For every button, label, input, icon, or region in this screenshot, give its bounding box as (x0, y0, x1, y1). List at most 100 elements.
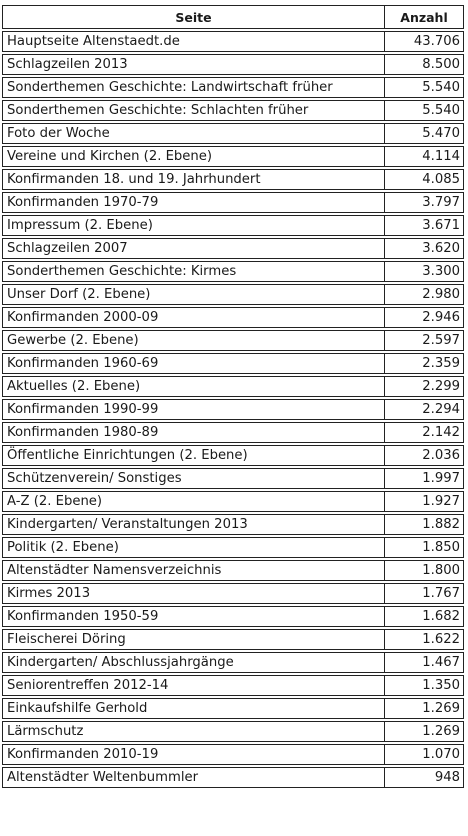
table-row: Konfirmanden 2000-09 2.946 (2, 307, 464, 328)
table-row: Konfirmanden 1980-89 2.142 (2, 422, 464, 443)
page-name-cell: Sonderthemen Geschichte: Schlachten früh… (2, 100, 385, 121)
table-row: Impressum (2. Ebene) 3.671 (2, 215, 464, 236)
table-row: Konfirmanden 18. und 19. Jahrhundert 4.08… (2, 169, 464, 190)
page-name-cell: Foto der Woche (2, 123, 385, 144)
page-statistics-table-container: Seite Anzahl Hauptseite Altenstaedt.de 43… (2, 3, 464, 790)
page-name-cell: Aktuelles (2. Ebene) (2, 376, 385, 397)
page-name-cell: Schlagzeilen 2013 (2, 54, 385, 75)
table-row: Schlagzeilen 2007 3.620 (2, 238, 464, 259)
table-row: Konfirmanden 1990-99 2.294 (2, 399, 464, 420)
page-name-cell: Kindergarten/ Abschlussjahrgänge (2, 652, 385, 673)
visit-count-cell: 3.797 (385, 192, 464, 213)
table-row: Kirmes 2013 1.767 (2, 583, 464, 604)
column-header-count: Anzahl (385, 5, 464, 29)
table-row: Vereine und Kirchen (2. Ebene) 4.114 (2, 146, 464, 167)
visit-count-cell: 1.350 (385, 675, 464, 696)
visit-count-cell: 1.850 (385, 537, 464, 558)
page-name-cell: Konfirmanden 18. und 19. Jahrhundert (2, 169, 385, 190)
page-name-cell: Sonderthemen Geschichte: Landwirtschaft … (2, 77, 385, 98)
visit-count-cell: 2.597 (385, 330, 464, 351)
page-name-cell: Seniorentreffen 2012-14 (2, 675, 385, 696)
table-row: Gewerbe (2. Ebene) 2.597 (2, 330, 464, 351)
visit-count-cell: 8.500 (385, 54, 464, 75)
page-name-cell: Konfirmanden 2000-09 (2, 307, 385, 328)
visit-count-cell: 5.540 (385, 77, 464, 98)
visit-count-cell: 1.882 (385, 514, 464, 535)
table-header: Seite Anzahl (2, 5, 464, 29)
table-row: Altenstädter Namensverzeichnis 1.800 (2, 560, 464, 581)
table-row: Foto der Woche 5.470 (2, 123, 464, 144)
table-row: Sonderthemen Geschichte: Landwirtschaft … (2, 77, 464, 98)
visit-count-cell: 5.470 (385, 123, 464, 144)
page-name-cell: Schlagzeilen 2007 (2, 238, 385, 259)
page-name-cell: Einkaufshilfe Gerhold (2, 698, 385, 719)
visit-count-cell: 1.767 (385, 583, 464, 604)
visit-count-cell: 2.980 (385, 284, 464, 305)
table-row: Kindergarten/ Abschlussjahrgänge 1.467 (2, 652, 464, 673)
visit-count-cell: 5.540 (385, 100, 464, 121)
table-row: Fleischerei Döring 1.622 (2, 629, 464, 650)
table-row: Aktuelles (2. Ebene) 2.299 (2, 376, 464, 397)
visit-count-cell: 3.620 (385, 238, 464, 259)
page-name-cell: Konfirmanden 1950-59 (2, 606, 385, 627)
visit-count-cell: 948 (385, 767, 464, 788)
page-name-cell: Lärmschutz (2, 721, 385, 742)
table-row: Hauptseite Altenstaedt.de 43.706 (2, 31, 464, 52)
page-name-cell: Impressum (2. Ebene) (2, 215, 385, 236)
table-row: Unser Dorf (2. Ebene) 2.980 (2, 284, 464, 305)
table-row: Altenstädter Weltenbummler 948 (2, 767, 464, 788)
page-name-cell: Sonderthemen Geschichte: Kirmes (2, 261, 385, 282)
page-name-cell: Konfirmanden 2010-19 (2, 744, 385, 765)
table-row: Konfirmanden 1950-59 1.682 (2, 606, 464, 627)
visit-count-cell: 1.269 (385, 721, 464, 742)
visit-count-cell: 1.269 (385, 698, 464, 719)
table-row: Kindergarten/ Veranstaltungen 2013 1.882 (2, 514, 464, 535)
visit-count-cell: 1.997 (385, 468, 464, 489)
visit-count-cell: 1.070 (385, 744, 464, 765)
table-row: Schützenverein/ Sonstiges 1.997 (2, 468, 464, 489)
page-name-cell: Kirmes 2013 (2, 583, 385, 604)
table-row: Konfirmanden 1960-69 2.359 (2, 353, 464, 374)
page-name-cell: Unser Dorf (2. Ebene) (2, 284, 385, 305)
page-name-cell: Fleischerei Döring (2, 629, 385, 650)
visit-count-cell: 3.671 (385, 215, 464, 236)
visit-count-cell: 1.467 (385, 652, 464, 673)
visit-count-cell: 2.036 (385, 445, 464, 466)
page-name-cell: Politik (2. Ebene) (2, 537, 385, 558)
visit-count-cell: 2.294 (385, 399, 464, 420)
page-name-cell: Kindergarten/ Veranstaltungen 2013 (2, 514, 385, 535)
page-name-cell: Öffentliche Einrichtungen (2. Ebene) (2, 445, 385, 466)
page-statistics-table: Seite Anzahl Hauptseite Altenstaedt.de 43… (2, 3, 464, 790)
table-row: Lärmschutz 1.269 (2, 721, 464, 742)
visit-count-cell: 1.800 (385, 560, 464, 581)
page-name-cell: A-Z (2. Ebene) (2, 491, 385, 512)
table-row: A-Z (2. Ebene) 1.927 (2, 491, 464, 512)
visit-count-cell: 2.142 (385, 422, 464, 443)
table-row: Konfirmanden 2010-19 1.070 (2, 744, 464, 765)
table-row: Seniorentreffen 2012-14 1.350 (2, 675, 464, 696)
table-row: Sonderthemen Geschichte: Schlachten früh… (2, 100, 464, 121)
page-name-cell: Altenstädter Namensverzeichnis (2, 560, 385, 581)
page-name-cell: Konfirmanden 1960-69 (2, 353, 385, 374)
table-body: Hauptseite Altenstaedt.de 43.706 Schlagzei… (2, 31, 464, 788)
visit-count-cell: 43.706 (385, 31, 464, 52)
visit-count-cell: 4.085 (385, 169, 464, 190)
column-header-page: Seite (2, 5, 385, 29)
page-name-cell: Hauptseite Altenstaedt.de (2, 31, 385, 52)
table-row: Schlagzeilen 2013 8.500 (2, 54, 464, 75)
header-row: Seite Anzahl (2, 5, 464, 29)
table-row: Konfirmanden 1970-79 3.797 (2, 192, 464, 213)
visit-count-cell: 2.946 (385, 307, 464, 328)
table-row: Sonderthemen Geschichte: Kirmes 3.300 (2, 261, 464, 282)
visit-count-cell: 3.300 (385, 261, 464, 282)
table-row: Einkaufshilfe Gerhold 1.269 (2, 698, 464, 719)
visit-count-cell: 1.682 (385, 606, 464, 627)
page-name-cell: Schützenverein/ Sonstiges (2, 468, 385, 489)
page-name-cell: Gewerbe (2. Ebene) (2, 330, 385, 351)
page-name-cell: Konfirmanden 1970-79 (2, 192, 385, 213)
visit-count-cell: 4.114 (385, 146, 464, 167)
table-row: Politik (2. Ebene) 1.850 (2, 537, 464, 558)
visit-count-cell: 1.622 (385, 629, 464, 650)
page-name-cell: Vereine und Kirchen (2. Ebene) (2, 146, 385, 167)
page-name-cell: Altenstädter Weltenbummler (2, 767, 385, 788)
